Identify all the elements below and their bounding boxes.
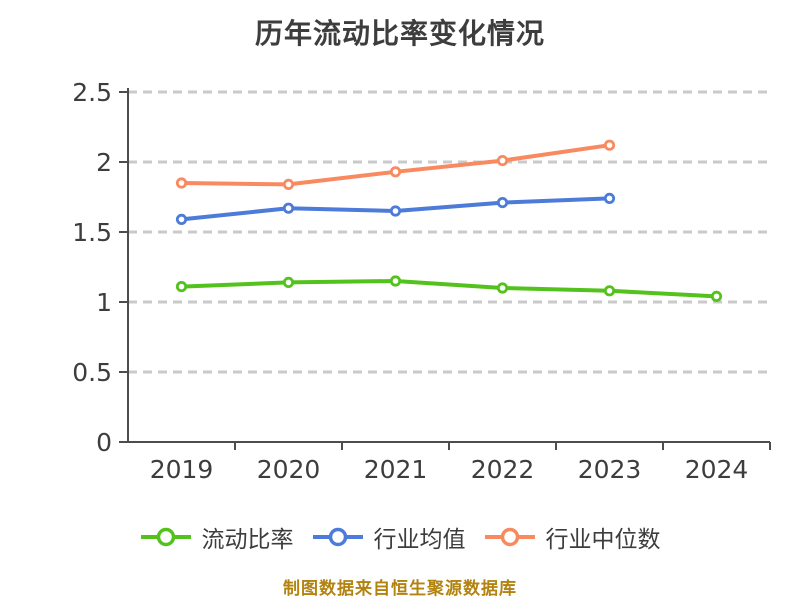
series-industry-average [175, 192, 616, 225]
legend-line-marker-icon [140, 527, 191, 547]
y-tick-label: 0 [96, 428, 112, 457]
y-tick-label: 1 [96, 288, 112, 317]
data-point-industry-average-2020 [282, 202, 295, 214]
x-tick-label: 2024 [685, 455, 749, 484]
legend-line-marker-icon [312, 527, 363, 547]
data-point-current-ratio-2021 [389, 275, 402, 287]
legend-label: 流动比率 [201, 527, 294, 553]
data-point-industry-average-2022 [496, 197, 509, 209]
series-line-industry-median [179, 143, 612, 187]
x-tick-label: 2023 [578, 455, 642, 484]
data-point-industry-median-2020 [282, 178, 295, 190]
legend-label: 行业中位数 [545, 527, 661, 553]
data-point-industry-average-2021 [389, 205, 402, 217]
legend-item-industry-median[interactable]: 行业中位数 [484, 520, 661, 554]
axes: 0 0.5 1 1.5 2 2.5 2019 2020 2021 2022 2023 2024 [72, 78, 771, 484]
y-tick-label: 2.5 [72, 78, 112, 107]
y-tick-label: 2 [96, 148, 112, 177]
data-point-current-ratio-2019 [175, 280, 188, 293]
series-current-ratio [175, 275, 723, 302]
data-point-industry-average-2019 [175, 213, 188, 225]
chart-legend: 流动比率 行业均值 行业中位数 [0, 520, 800, 554]
data-point-industry-median-2022 [496, 155, 509, 167]
data-point-current-ratio-2022 [496, 282, 509, 294]
data-point-industry-median-2021 [389, 166, 402, 178]
series-line-current-ratio [179, 279, 719, 299]
chart-title: 历年流动比率变化情况 [254, 17, 545, 50]
x-tick-label: 2022 [471, 455, 535, 484]
data-point-industry-median-2023 [603, 139, 616, 151]
data-point-current-ratio-2024 [710, 290, 723, 302]
grid-lines [128, 90, 770, 374]
data-point-current-ratio-2023 [603, 285, 616, 297]
legend-item-current-ratio[interactable]: 流动比率 [140, 520, 294, 554]
legend-line-marker-icon [484, 527, 535, 547]
y-tick-label: 1.5 [72, 218, 112, 247]
data-point-industry-median-2019 [175, 177, 188, 189]
data-point-industry-average-2023 [603, 192, 616, 204]
legend-label: 行业均值 [373, 527, 466, 553]
y-tick-label: 0.5 [72, 358, 112, 387]
x-tick-label: 2020 [257, 455, 321, 484]
legend-item-industry-average[interactable]: 行业均值 [312, 520, 466, 554]
data-source-note: 制图数据来自恒生聚源数据库 [283, 579, 517, 599]
data-point-current-ratio-2020 [282, 276, 295, 288]
x-tick-label: 2019 [150, 455, 214, 484]
x-tick-label: 2021 [364, 455, 428, 484]
series-industry-median [175, 139, 616, 190]
